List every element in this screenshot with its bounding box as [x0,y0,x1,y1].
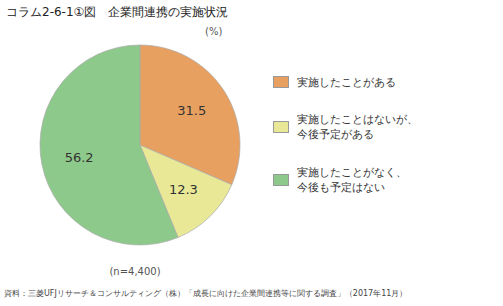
html-text:実施したことはないが、: 実施したことはないが、 [297,112,418,126]
html-text:(n=4,400): (n=4,400) [109,266,161,277]
html-text:実施したことがある: 実施したことがある [297,75,396,89]
svg-text:12.3: 12.3 [169,182,198,197]
html-text:コラム2-6-1①図 企業間連携の実施状況: コラム2-6-1①図 企業間連携の実施状況 [6,5,229,19]
svg-text:31.5: 31.5 [177,103,206,118]
html-text:今後予定がある: 今後予定がある [297,128,374,142]
html-text:実施したことがなく、: 実施したことがなく、 [297,165,407,179]
html-text:今後も予定はない: 今後も予定はない [297,181,385,195]
html-text:資料：三菱UFJリサーチ＆コンサルティング（株）「成長に向け: 資料：三菱UFJリサーチ＆コンサルティング（株）「成長に向けた企業間連携等に関す… [4,289,408,298]
svg-text:56.2: 56.2 [65,150,94,165]
